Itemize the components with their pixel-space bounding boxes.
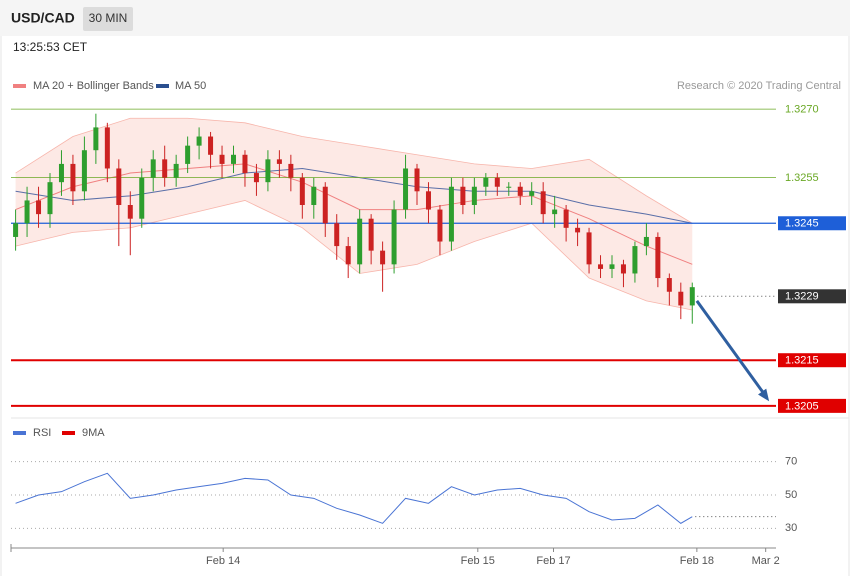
candle-body	[242, 154, 248, 174]
candle-body	[643, 236, 649, 247]
candle-body	[689, 287, 695, 306]
x-tick-label: Feb 18	[680, 555, 714, 567]
symbol: USD/CAD	[11, 10, 75, 26]
candle-body	[13, 223, 19, 237]
candle-body	[127, 205, 133, 219]
candle-body	[150, 159, 156, 178]
band-upper	[15, 117, 693, 224]
forecast-arrowhead	[758, 388, 770, 402]
candle-body	[47, 182, 53, 215]
time: 13:25:53 CET	[13, 40, 88, 54]
candle-body	[24, 200, 30, 224]
candle-body	[563, 209, 569, 228]
candle-body	[403, 168, 409, 210]
candle-body	[208, 136, 214, 155]
level-box	[778, 289, 846, 304]
level-box	[778, 216, 846, 231]
rsi-line	[15, 472, 693, 524]
candle-body	[93, 127, 99, 151]
candle-body	[471, 186, 477, 205]
candle-body	[586, 232, 592, 265]
candle-body	[448, 186, 454, 242]
candle-body	[425, 191, 431, 210]
candle-body	[299, 177, 305, 205]
level-label: 1.3245	[785, 218, 819, 230]
legend-label: MA 20 + Bollinger Bands	[33, 80, 154, 92]
x-tick-label: Mar 2	[752, 555, 780, 567]
rsi-tick-label: 30	[785, 522, 797, 534]
candle-body	[483, 177, 489, 187]
legend-swatch	[13, 431, 26, 435]
candle-body	[288, 163, 294, 178]
candle-body	[666, 278, 672, 292]
x-tick-label: Feb 14	[206, 555, 240, 567]
interval[interactable]: 30 MIN	[89, 11, 128, 25]
legend-label: 9MA	[82, 427, 105, 439]
credit: Research © 2020 Trading Central	[677, 80, 841, 92]
candle-body	[655, 236, 661, 279]
candle-body	[552, 209, 558, 215]
candle-body	[81, 150, 87, 192]
candle-body	[139, 177, 145, 219]
candle-body	[437, 209, 443, 242]
candle-body	[380, 250, 386, 265]
candle-body	[345, 246, 351, 265]
candle-body	[678, 291, 684, 306]
rsi-tick-label: 50	[785, 489, 797, 501]
legend-swatch	[62, 431, 75, 435]
candle-body	[517, 186, 523, 196]
candle-body	[391, 209, 397, 265]
rsi-tick-label: 70	[785, 456, 797, 468]
candle-body	[322, 186, 328, 224]
candle-body	[598, 264, 604, 269]
x-tick-label: Feb 15	[461, 555, 495, 567]
candle-body	[494, 177, 500, 187]
candle-body	[231, 154, 237, 164]
level-box	[778, 398, 846, 413]
level-label: 1.3205	[785, 400, 819, 412]
candle-body	[506, 186, 512, 188]
candle-body	[162, 159, 168, 178]
legend-swatch	[13, 84, 26, 88]
candle-body	[196, 136, 202, 146]
candle-body	[334, 223, 340, 247]
candle-body	[620, 264, 626, 274]
interval-box[interactable]	[83, 7, 133, 31]
candle-body	[185, 145, 191, 164]
x-tick-label: Feb 17	[536, 555, 570, 567]
candle-body	[253, 173, 259, 183]
candle-body	[219, 154, 225, 164]
candle-body	[116, 168, 122, 205]
level-label: 1.3215	[785, 355, 819, 367]
candle-body	[36, 200, 42, 215]
legend-label: RSI	[33, 427, 51, 439]
candle-body	[70, 163, 76, 192]
candle-body	[265, 159, 271, 183]
candle-body	[460, 186, 466, 205]
candle-body	[575, 227, 581, 233]
candle-body	[540, 191, 546, 215]
candle-body	[368, 218, 374, 251]
candle-body	[58, 163, 64, 183]
level-box	[778, 353, 846, 368]
candle-body	[173, 163, 179, 178]
level-label: 1.3255	[785, 172, 819, 184]
candle-body	[311, 186, 317, 205]
candle-body	[357, 218, 363, 265]
bollinger-band	[15, 118, 693, 311]
candle-body	[529, 191, 535, 196]
legend-swatch	[156, 84, 169, 88]
candle-body	[104, 127, 110, 169]
level-label: 1.3270	[785, 104, 819, 116]
level-label: 1.3229	[785, 291, 819, 303]
candle-body	[276, 159, 282, 164]
candle-body	[632, 246, 638, 274]
header-bar	[0, 0, 850, 36]
candle-body	[609, 264, 615, 269]
forecast-arrow	[695, 299, 767, 397]
candle-body	[414, 168, 420, 192]
legend-label: MA 50	[175, 80, 206, 92]
